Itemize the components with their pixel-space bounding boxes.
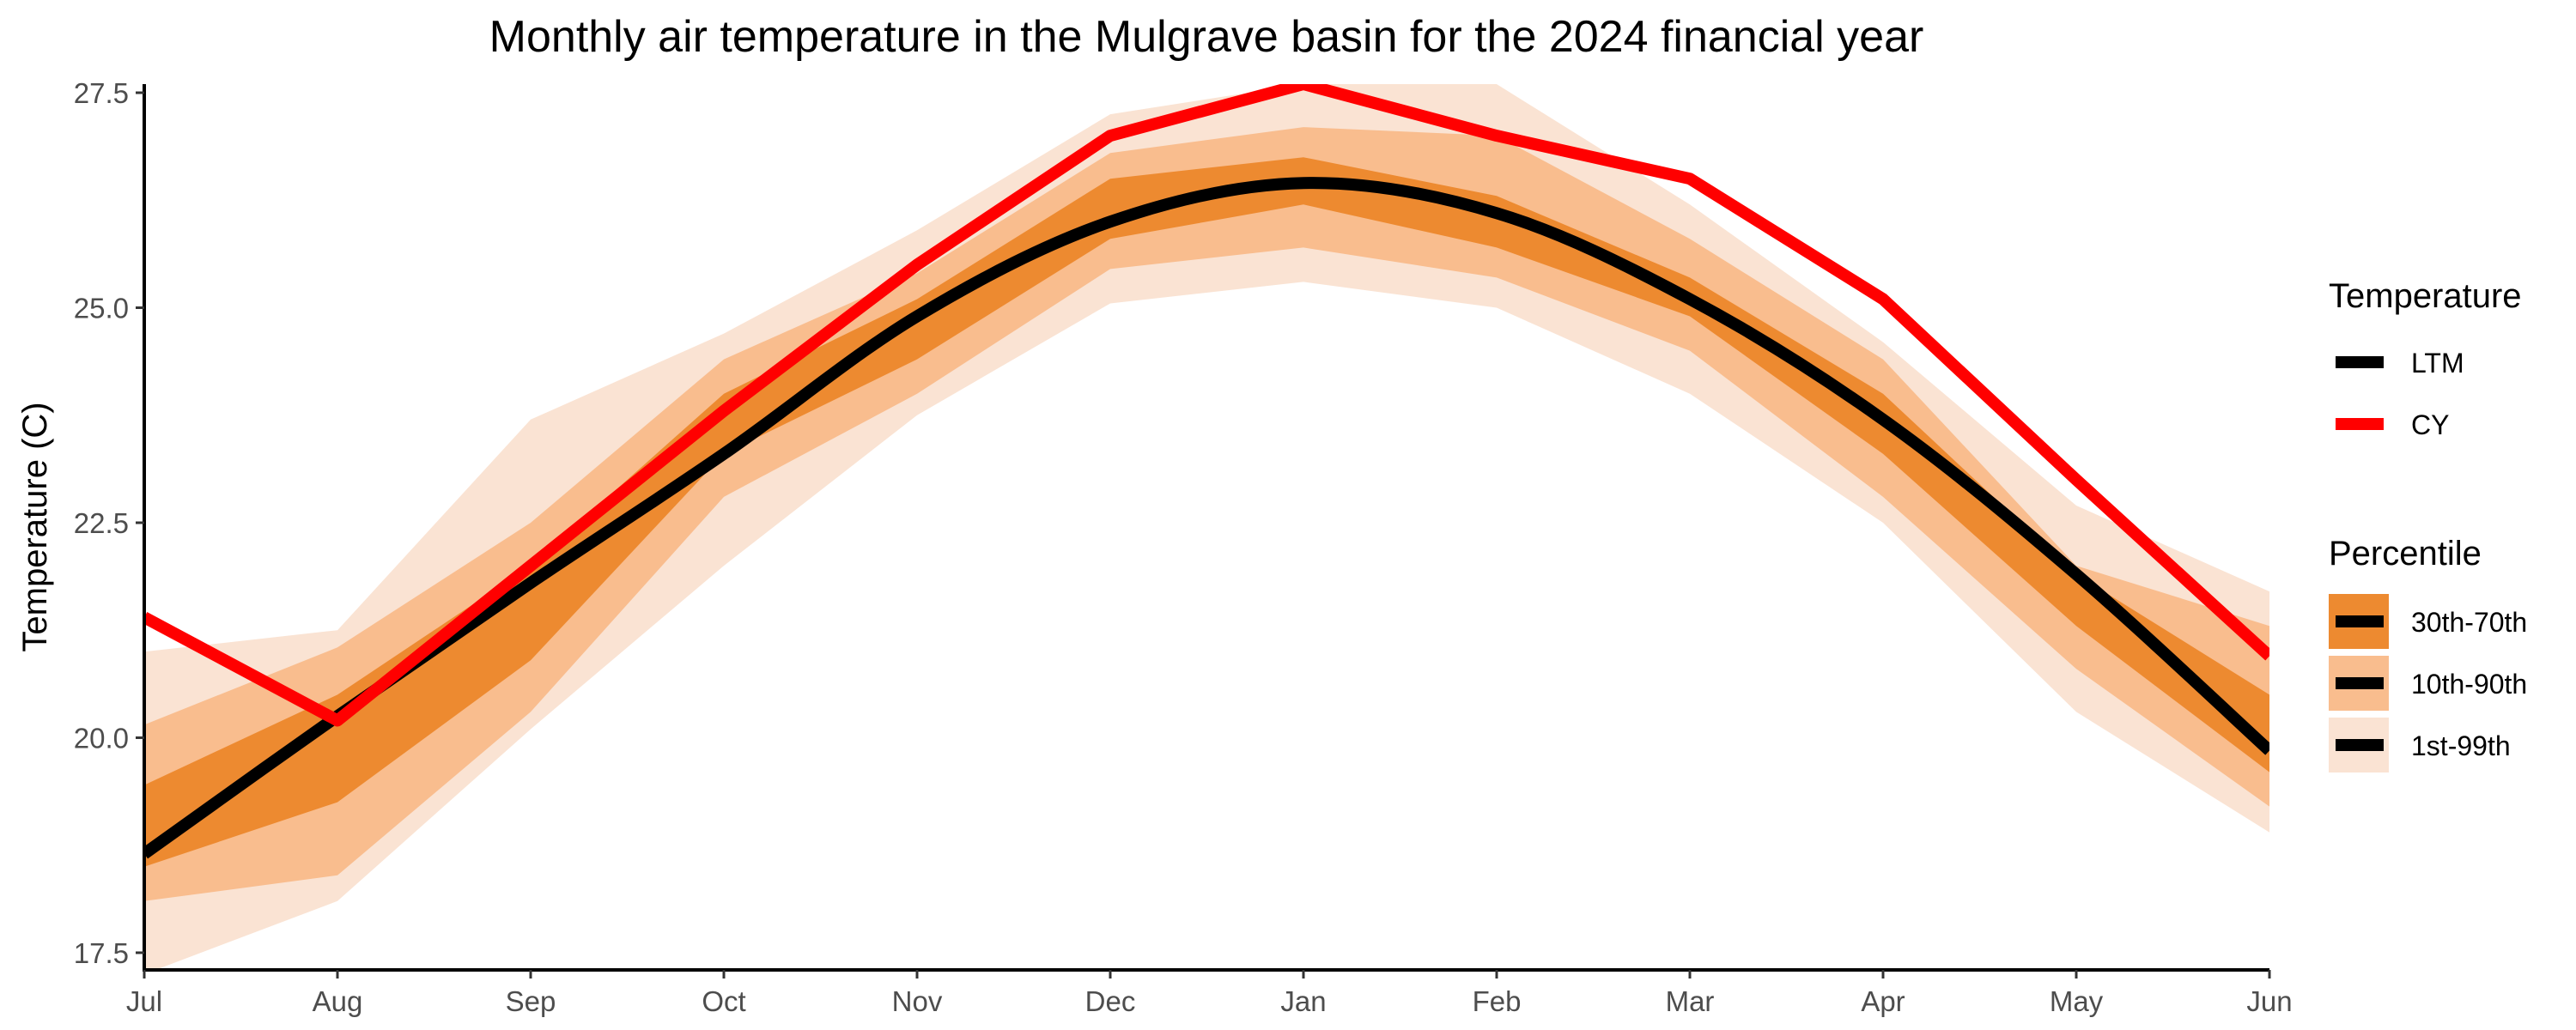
legend-label-cy: CY [2411, 409, 2449, 440]
y-tick-label: 17.5 [74, 937, 129, 969]
legend-percentile-items: 30th-70th 10th-90th 1st-99th [2329, 594, 2527, 772]
x-tick-label: Jan [1280, 985, 1326, 1017]
x-tick-label: Apr [1861, 985, 1905, 1017]
legend-label-10th-90th: 10th-90th [2411, 669, 2527, 700]
x-tick-label: Nov [892, 985, 943, 1017]
x-tick-label: May [2050, 985, 2104, 1017]
y-tick-label: 22.5 [74, 507, 129, 539]
axes: 17.520.022.525.027.5 Jul Aug Sep Oct Nov Dec J… [74, 77, 2293, 1017]
plot-area [144, 84, 2269, 970]
x-tick-label: Sep [506, 985, 556, 1017]
legend-title-temperature: Temperature [2329, 277, 2522, 315]
x-tick-label: Aug [313, 985, 363, 1017]
x-tick-label: Oct [702, 985, 745, 1017]
legend-label-1st-99th: 1st-99th [2411, 730, 2511, 761]
legend-label-30th-70th: 30th-70th [2411, 607, 2527, 638]
y-tick-label: 20.0 [74, 722, 129, 754]
chart-title: Monthly air temperature in the Mulgrave … [489, 12, 1924, 62]
y-axis-ticks: 17.5 20.0 22.5 25.0 27.5 [74, 77, 144, 969]
y-tick-label: 27.5 [74, 77, 129, 109]
legend-temperature-items: LTM CY [2336, 348, 2464, 440]
series-line-ltm [144, 177, 2269, 859]
x-tick-label: Mar [1666, 985, 1715, 1017]
x-tick-label: Jun [2246, 985, 2292, 1017]
band-30th-70th [144, 157, 2269, 867]
y-tick-label: 25.0 [74, 293, 129, 324]
y-axis-title: Temperature (C) [16, 402, 54, 651]
legend-title-percentile: Percentile [2329, 535, 2482, 573]
x-tick-label: Feb [1473, 985, 1522, 1017]
x-tick-label: Jul [126, 985, 162, 1017]
series-line-cy [144, 84, 2269, 727]
series-lines [144, 84, 2269, 859]
legend: Temperature LTM CY Percentile 30th-70th 10… [2329, 277, 2527, 772]
legend-label-ltm: LTM [2411, 348, 2464, 379]
x-tick-label: Dec [1085, 985, 1136, 1017]
x-axis-ticks: Jul Aug Sep Oct Nov Dec Jan Feb Mar Apr May Jun [126, 970, 2293, 1017]
